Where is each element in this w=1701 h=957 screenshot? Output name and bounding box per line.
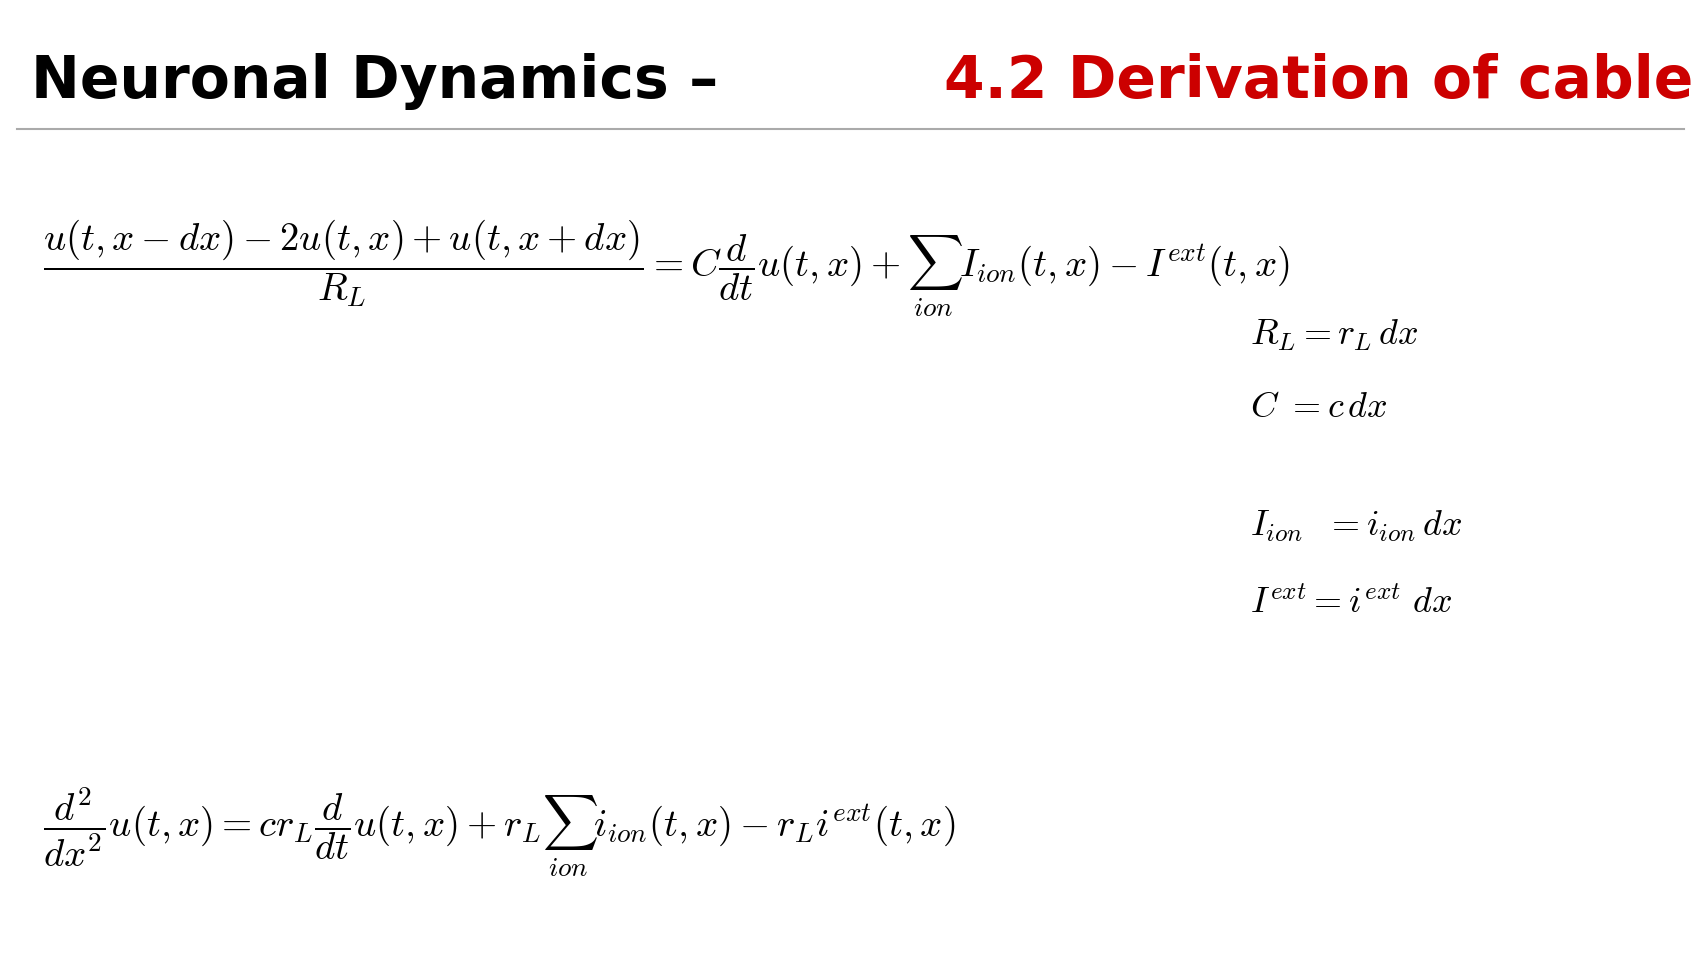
Text: Neuronal Dynamics –: Neuronal Dynamics –	[31, 53, 738, 110]
Text: $C\ = c\,dx$: $C\ = c\,dx$	[1250, 389, 1388, 424]
Text: $I_{ion}\ \ = i_{ion}\,dx$: $I_{ion}\ \ = i_{ion}\,dx$	[1250, 509, 1463, 544]
Text: $I^{ext} = i^{ext}\ dx$: $I^{ext} = i^{ext}\ dx$	[1250, 586, 1453, 620]
Text: $R_L = r_L\,dx$: $R_L = r_L\,dx$	[1250, 318, 1419, 352]
Text: $\dfrac{d^2}{dx^2}u(t,x) = cr_L\dfrac{d}{dt}u(t,x)+r_L\sum_{ion}i_{ion}(t,x)-r_L: $\dfrac{d^2}{dx^2}u(t,x) = cr_L\dfrac{d}…	[43, 786, 954, 879]
Text: $\dfrac{u(t,x-dx)-2u(t,x)+u(t,x+dx)}{R_L} = C\dfrac{d}{dt}u(t,x)+\sum_{ion} I_{i: $\dfrac{u(t,x-dx)-2u(t,x)+u(t,x+dx)}{R_L…	[43, 217, 1289, 319]
Text: 4.2 Derivation of cable equation: 4.2 Derivation of cable equation	[944, 53, 1701, 110]
